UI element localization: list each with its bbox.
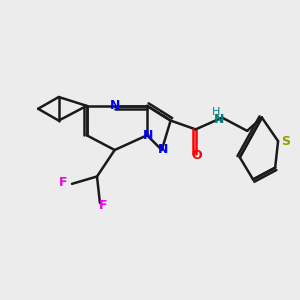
Text: F: F [59, 176, 68, 189]
Text: F: F [99, 200, 107, 212]
Text: H: H [212, 107, 220, 117]
Text: N: N [214, 112, 224, 126]
Text: N: N [143, 129, 154, 142]
Text: N: N [158, 143, 168, 157]
Text: N: N [110, 99, 120, 112]
Text: S: S [281, 135, 290, 148]
Text: O: O [191, 148, 202, 161]
